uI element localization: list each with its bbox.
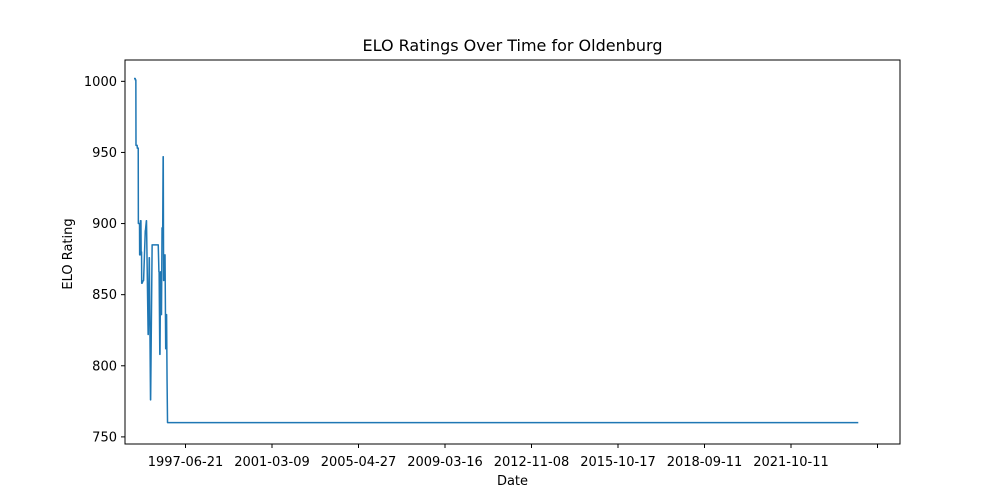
y-tick-label: 800: [92, 359, 117, 374]
y-tick-label: 1000: [84, 75, 117, 90]
x-axis: 1997-06-21 2001-03-09 2005-04-27 2009-03-16…: [148, 444, 878, 470]
x-tick-label: 2012-11-08: [494, 455, 570, 470]
y-tick-label: 900: [92, 217, 117, 232]
x-tick-label: 2021-10-11: [753, 455, 829, 470]
x-tick-label: 1997-06-21: [148, 455, 224, 470]
series-line-0: [134, 77, 859, 424]
plot-frame: [124, 59, 901, 445]
chart-title: ELO Ratings Over Time for Oldenburg: [363, 36, 663, 55]
y-tick-label: 950: [92, 146, 117, 161]
y-axis: 750 800 850 900 950 1000: [84, 75, 125, 445]
x-tick-label: 2005-04-27: [321, 455, 397, 470]
x-tick-label: 2009-03-16: [407, 455, 483, 470]
x-tick-label: 2001-03-09: [234, 455, 310, 470]
plot-area: [124, 59, 901, 445]
x-tick-label: 2015-10-17: [580, 455, 656, 470]
x-tick-label: 2018-09-11: [667, 455, 743, 470]
y-tick-label: 850: [92, 288, 117, 303]
y-axis-label: ELO Rating: [61, 218, 76, 289]
y-tick-label: 750: [92, 430, 117, 445]
x-axis-label: Date: [497, 474, 528, 489]
